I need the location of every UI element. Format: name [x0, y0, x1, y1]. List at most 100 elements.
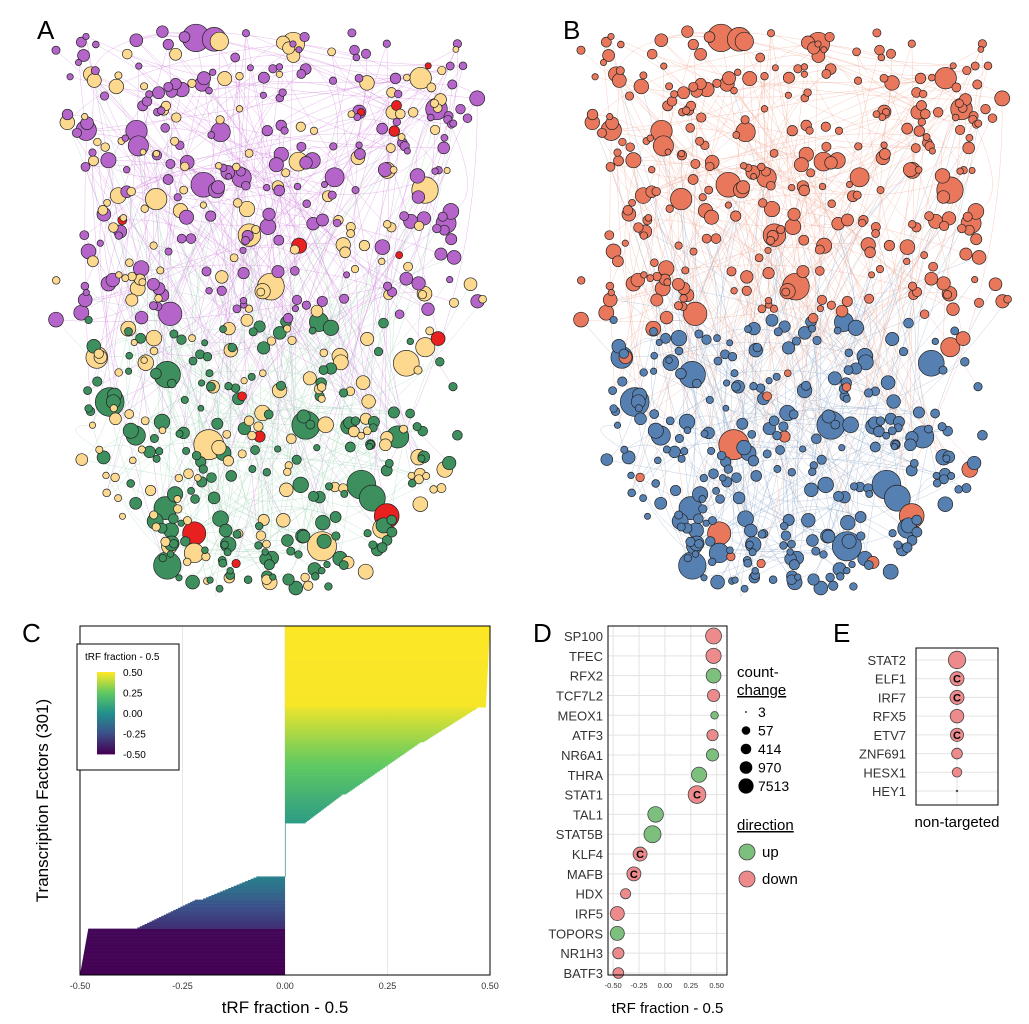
network-node: [114, 71, 123, 80]
bar: [285, 654, 489, 657]
network-node: [430, 124, 441, 135]
network-edge: [683, 288, 850, 354]
network-node: [612, 255, 624, 268]
bar: [253, 877, 285, 880]
network-node: [324, 167, 345, 188]
network-node: [842, 394, 851, 403]
network-node: [278, 88, 287, 97]
network-node: [178, 31, 191, 43]
legend-gradient-step: [97, 722, 115, 725]
network-node: [175, 429, 184, 438]
network-node: [102, 488, 111, 498]
bar: [285, 752, 406, 754]
bar: [285, 799, 335, 802]
network-edge: [209, 468, 253, 581]
network-node: [262, 468, 271, 477]
bar: [285, 682, 488, 685]
network-node: [227, 342, 237, 353]
bar: [85, 943, 285, 946]
network-node: [119, 512, 126, 520]
legend-gradient-step: [97, 751, 115, 754]
network-node: [173, 193, 182, 202]
network-node: [748, 548, 757, 557]
network-node: [875, 416, 886, 426]
network-node: [744, 523, 758, 538]
network-edge: [217, 177, 242, 564]
network-node: [121, 274, 130, 282]
network-node: [452, 430, 463, 441]
bar: [285, 869, 286, 871]
network-edge: [208, 81, 401, 115]
bar: [208, 896, 285, 898]
network-node: [75, 453, 89, 466]
tf-point-e: [951, 747, 963, 760]
network-node: [798, 234, 810, 246]
network-node: [179, 209, 194, 225]
legend-gradient-step: [97, 697, 115, 700]
network-edge: [170, 163, 264, 374]
network-node: [740, 115, 750, 125]
bar: [285, 652, 489, 655]
network-node: [734, 68, 742, 76]
legend-gradient-step: [97, 749, 115, 752]
network-edge: [127, 53, 441, 100]
legend-title-c: tRF fraction - 0.5: [85, 652, 160, 663]
network-node: [799, 445, 807, 453]
network-edge: [618, 145, 930, 347]
network-node: [129, 456, 137, 465]
network-node: [628, 198, 636, 207]
legend-gradient-step: [97, 740, 115, 743]
network-node: [238, 200, 256, 218]
network-node: [826, 300, 836, 310]
network-node: [149, 301, 158, 311]
bar: [285, 750, 409, 752]
legend-gradient-step: [97, 747, 115, 749]
network-node: [155, 447, 164, 456]
network-edge: [652, 53, 966, 100]
network-node: [654, 33, 669, 47]
bar: [285, 692, 487, 694]
network-node: [778, 421, 789, 432]
network-node: [72, 127, 82, 138]
network-node: [698, 504, 708, 514]
network-edge: [802, 448, 844, 578]
panel-b-letter: B: [563, 15, 581, 45]
network-node: [247, 430, 257, 441]
network-edge: [766, 169, 911, 397]
c-marker-d: C: [636, 849, 644, 861]
network-node: [886, 48, 896, 59]
network-node: [586, 108, 599, 121]
network-node: [425, 326, 435, 336]
network-node: [415, 337, 436, 358]
network-node: [182, 446, 191, 455]
network-node: [724, 201, 732, 209]
network-node: [951, 82, 962, 93]
network-node: [158, 553, 167, 563]
network-edge: [298, 228, 438, 555]
network-node: [237, 449, 247, 459]
tf-point-d: [707, 688, 721, 702]
network-node: [424, 62, 432, 70]
c-marker-e: C: [953, 692, 961, 704]
network-node: [275, 70, 283, 78]
network-edge: [278, 125, 347, 275]
network-node: [248, 465, 257, 473]
bar: [285, 649, 489, 651]
bar: [285, 820, 308, 823]
network-node: [80, 281, 90, 291]
network-node: [180, 161, 190, 172]
network-node: [95, 445, 104, 454]
bar: [285, 671, 488, 673]
bar: [285, 801, 334, 803]
bar: [285, 744, 417, 746]
network-node: [747, 455, 759, 467]
network-node: [857, 354, 874, 371]
network-node: [938, 365, 948, 375]
network-node: [93, 348, 104, 359]
network-node: [437, 211, 448, 222]
network-node: [651, 186, 661, 197]
network-node: [286, 433, 297, 445]
bar: [285, 798, 337, 801]
network-node: [701, 233, 712, 244]
bar: [285, 678, 488, 680]
